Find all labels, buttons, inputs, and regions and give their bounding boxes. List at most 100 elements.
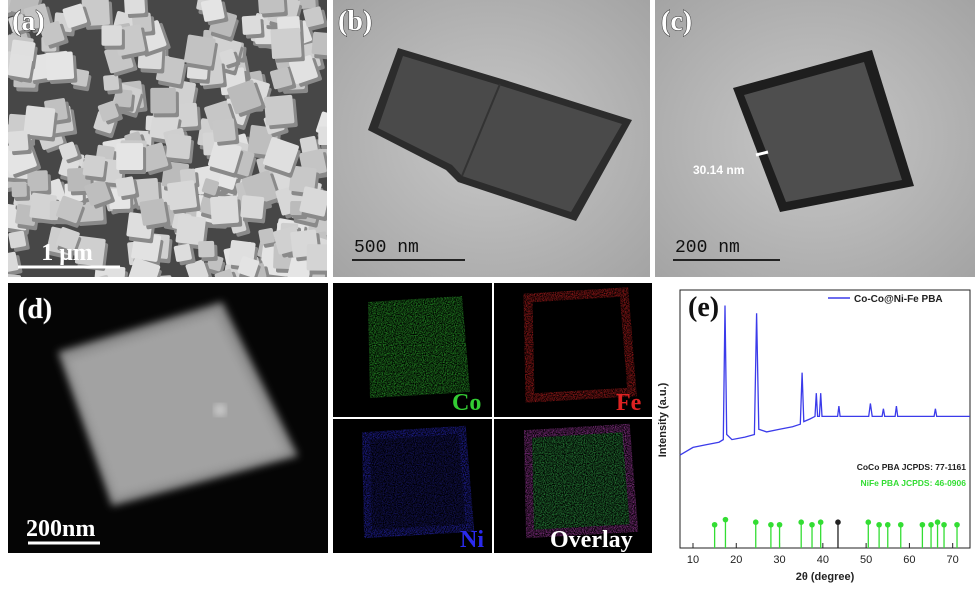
cube-face [298, 0, 316, 9]
cube [56, 195, 85, 228]
cube-face [185, 259, 209, 277]
cube-face [207, 139, 242, 173]
cube-face [263, 94, 295, 126]
reference-dot [884, 521, 891, 528]
particle-core [378, 56, 622, 212]
cube-face [139, 198, 167, 226]
cube-face [58, 141, 78, 161]
cube [138, 142, 173, 175]
panel-label: (c) [661, 6, 692, 37]
cube-face [237, 256, 260, 277]
cube [299, 186, 327, 222]
cube-face [23, 105, 56, 138]
cube-face [288, 55, 318, 85]
plot-frame [679, 289, 971, 549]
cube-face [8, 230, 27, 249]
map-label: Co [452, 390, 481, 416]
reference-dot [817, 519, 824, 525]
map-label: Overlay [550, 527, 633, 553]
thickness-marker [755, 150, 769, 157]
cube-face [84, 179, 111, 206]
cube-face [115, 176, 136, 197]
cube-face [198, 240, 215, 258]
x-axis-label: 2θ (degree) [796, 571, 855, 583]
particle-edge [461, 83, 501, 177]
cube-face [214, 268, 236, 277]
cube [39, 20, 69, 49]
reference-label: NiFe PBA JCPDS: 46-0906 [860, 478, 966, 488]
panel-label: (a) [12, 6, 45, 37]
reference-dot [954, 521, 960, 528]
cube-face [39, 20, 65, 46]
reference-dot [752, 519, 759, 525]
panel-d: 200nm (d) [8, 283, 328, 553]
cube [8, 130, 32, 156]
cube [101, 25, 125, 50]
overlay-signal [523, 423, 639, 539]
cube [270, 27, 305, 63]
x-tick-label: 70 [947, 554, 959, 566]
cube [318, 126, 327, 150]
cube-face [8, 130, 29, 152]
cube [58, 141, 82, 164]
cube-face [166, 133, 192, 160]
cube [263, 94, 298, 130]
cube-face [8, 53, 33, 79]
cube [288, 55, 322, 87]
cube-face [210, 195, 239, 225]
cube-face [103, 74, 120, 91]
map-label: Ni [460, 527, 484, 553]
cube-face [82, 154, 106, 178]
cube-face [200, 0, 225, 22]
cube-face [269, 67, 293, 90]
cube [84, 179, 115, 209]
x-tick-label: 50 [860, 554, 872, 566]
cube [8, 230, 30, 252]
reference-dot [835, 519, 841, 525]
cube [306, 244, 327, 275]
reference-dot [865, 519, 872, 525]
cube [97, 100, 123, 125]
cube [126, 257, 162, 277]
reference-dot [897, 521, 904, 528]
fe-signal [523, 287, 637, 403]
cube [74, 235, 109, 271]
ni-signal [361, 425, 475, 539]
cube [263, 137, 301, 178]
cube [139, 198, 171, 230]
cube [303, 6, 327, 31]
cube-face [299, 186, 327, 217]
cube [237, 256, 261, 277]
xrd-line [679, 305, 970, 456]
element-maps: Co Fe Ni Overlay [333, 283, 652, 553]
cube [82, 154, 108, 182]
cube [62, 3, 92, 31]
cube [123, 0, 149, 18]
cube [269, 67, 297, 93]
panel-b: 500 nm (b) [333, 0, 650, 277]
x-tick-label: 30 [773, 554, 785, 566]
panel-c: 30.14 nm 200 nm (c) [655, 0, 975, 277]
cube-face [306, 244, 327, 271]
cube-face [287, 256, 313, 277]
cube [201, 178, 221, 201]
scale-label: 200nm [26, 516, 95, 542]
cube [23, 105, 58, 142]
cube [27, 170, 52, 196]
cube-face [93, 264, 126, 277]
cube-face [201, 178, 220, 196]
cube [214, 268, 240, 277]
cube [240, 195, 267, 224]
reference-dot [941, 521, 947, 528]
cube [183, 34, 218, 71]
cube [257, 0, 288, 18]
cube [93, 264, 129, 277]
cube-face [101, 25, 122, 46]
map-label: Fe [616, 390, 642, 416]
cube [241, 15, 265, 39]
reference-dot [934, 519, 941, 525]
cube [198, 240, 218, 262]
cube-face [240, 195, 265, 220]
cube-face [11, 181, 27, 198]
co-signal [368, 296, 470, 398]
